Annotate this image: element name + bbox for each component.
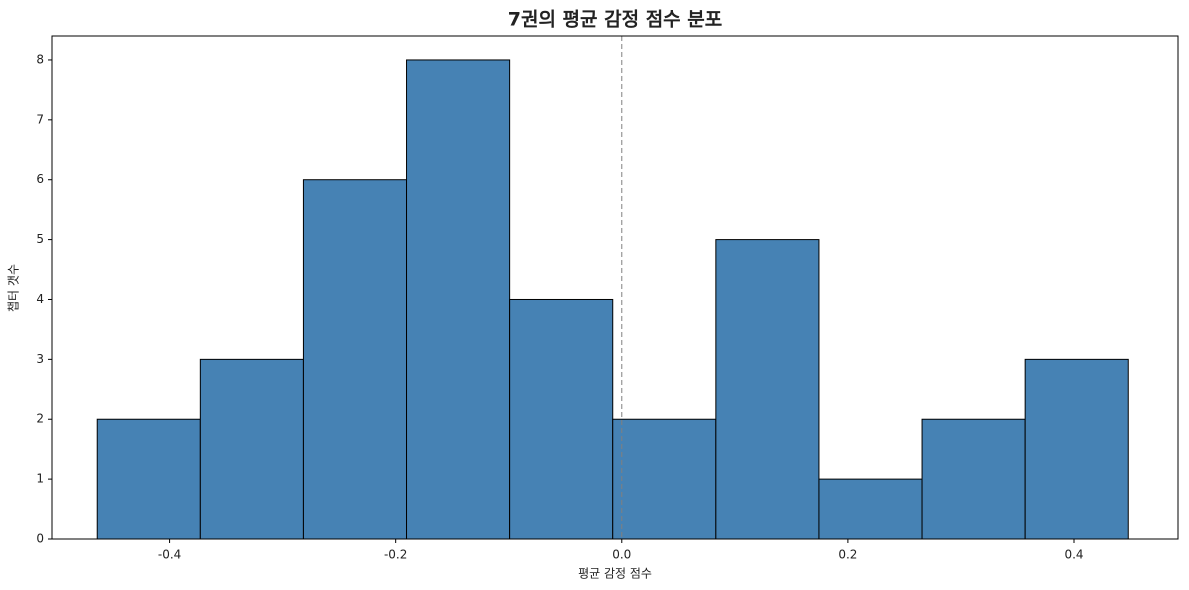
x-axis-label: 평균 감정 점수 <box>578 567 652 581</box>
y-tick-label: 8 <box>36 52 44 66</box>
y-tick-label: 2 <box>36 412 44 426</box>
bar <box>199 358 304 540</box>
bar <box>406 59 511 540</box>
bar <box>921 418 1026 540</box>
x-tick-label: 0.4 <box>1064 548 1083 562</box>
x-tick-label: 0.0 <box>612 548 631 562</box>
y-tick-label: 4 <box>36 292 44 306</box>
y-axis-label: 챕터 갯수 <box>6 264 21 312</box>
bar <box>612 418 717 540</box>
bar <box>509 298 614 540</box>
y-tick-label: 7 <box>36 112 44 126</box>
x-tick-label: 0.2 <box>838 548 857 562</box>
y-tick-label: 0 <box>36 532 44 546</box>
x-tick-label: -0.2 <box>384 548 407 562</box>
bar <box>715 239 820 540</box>
y-tick-label: 1 <box>36 472 44 486</box>
y-tick-label: 5 <box>36 232 44 246</box>
bar <box>1024 358 1129 540</box>
bar <box>818 478 923 540</box>
bar <box>302 179 408 540</box>
y-tick-label: 3 <box>36 352 44 366</box>
chart-title: 7권의 평균 감정 점수 분포 <box>508 9 722 31</box>
y-tick-label: 6 <box>36 172 44 186</box>
x-tick-label: -0.4 <box>158 548 181 562</box>
plot-frame <box>51 35 1179 540</box>
bar <box>96 418 201 540</box>
